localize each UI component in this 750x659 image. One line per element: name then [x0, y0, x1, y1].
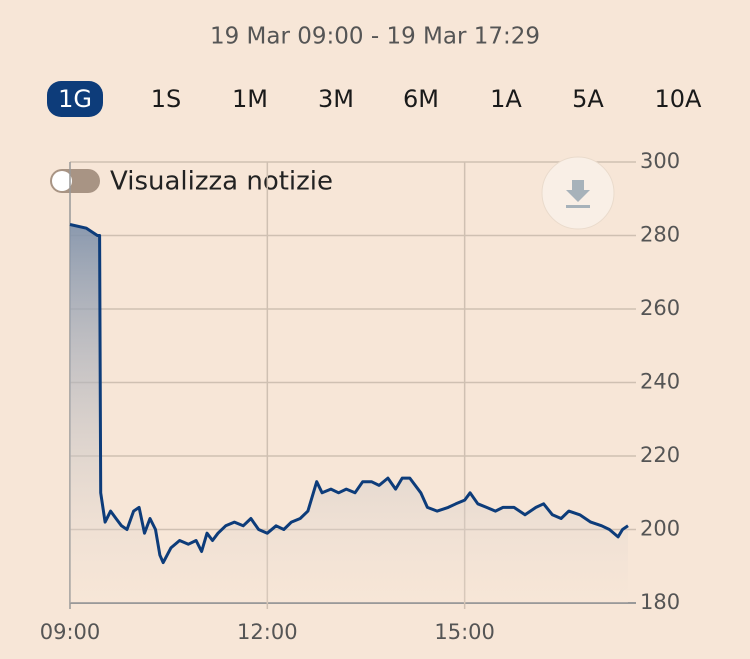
toggle-knob[interactable] — [52, 171, 72, 191]
y-tick-label: 200 — [640, 517, 680, 541]
x-tick-label: 09:00 — [40, 620, 101, 644]
period-button[interactable]: 1G — [58, 85, 92, 113]
y-tick-label: 220 — [640, 443, 680, 467]
period-bar: 1G 1S 1M 3M 6M 1A 5A 10A — [47, 81, 702, 117]
period-button[interactable]: 1S — [151, 85, 182, 113]
period-button[interactable]: 5A — [572, 85, 604, 113]
toggle-label: Visualizza notizie — [110, 167, 333, 197]
news-toggle[interactable] — [50, 169, 100, 193]
download-button[interactable] — [541, 156, 615, 230]
y-tick-label: 260 — [640, 296, 680, 320]
y-tick-label: 240 — [640, 370, 680, 394]
period-button[interactable]: 10A — [655, 85, 703, 113]
x-tick-label: 12:00 — [237, 620, 298, 644]
download-icon — [566, 180, 590, 202]
date-range: 19 Mar 09:00 - 19 Mar 17:29 — [210, 24, 540, 50]
period-button[interactable]: 3M — [318, 85, 354, 113]
period-button[interactable]: 1A — [490, 85, 522, 113]
y-tick-label: 180 — [640, 590, 680, 614]
download-icon-base — [566, 205, 590, 208]
y-tick-label: 300 — [640, 149, 680, 173]
y-tick-label: 280 — [640, 223, 680, 247]
period-selected-bg[interactable] — [47, 81, 103, 117]
period-button[interactable]: 6M — [403, 85, 439, 113]
price-line — [69, 223, 629, 565]
x-tick-label: 15:00 — [434, 620, 495, 644]
area-fill — [70, 224, 628, 603]
chart: 180 200 220 240 260 280 300 09:00 12:00 15:00 — [40, 149, 680, 644]
period-button[interactable]: 1M — [232, 85, 268, 113]
